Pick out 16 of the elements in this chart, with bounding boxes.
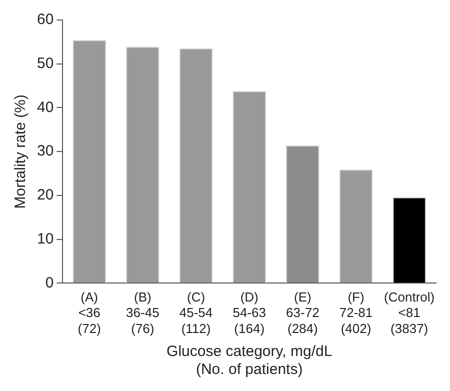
x-tick-label: (E) 63-72 (284) <box>286 290 320 336</box>
x-axis-title: Glucose category, mg/dL (No. of patients) <box>166 343 332 378</box>
y-tick-label: 0 <box>45 274 54 292</box>
x-tick-label: (Control) <81 (3837) <box>384 290 435 336</box>
y-tick-label: 10 <box>36 230 54 248</box>
x-tick-label: (C) 45-54 (112) <box>179 290 213 336</box>
y-tick-label: 30 <box>36 142 54 160</box>
x-tick-label: (D) 54-63 (164) <box>232 290 266 336</box>
y-tick-label: 40 <box>36 98 54 116</box>
y-axis-title: Mortality rate (%) <box>12 94 30 209</box>
y-tick-label: 60 <box>36 11 54 28</box>
x-tick-label: (F) 72-81 (402) <box>339 290 373 336</box>
x-tick-label: (B) 36-45 (76) <box>126 290 160 336</box>
y-tick-label: 50 <box>36 55 54 72</box>
y-tick-label: 20 <box>36 186 54 204</box>
x-tick-label: (A) <36 (72) <box>78 290 101 336</box>
